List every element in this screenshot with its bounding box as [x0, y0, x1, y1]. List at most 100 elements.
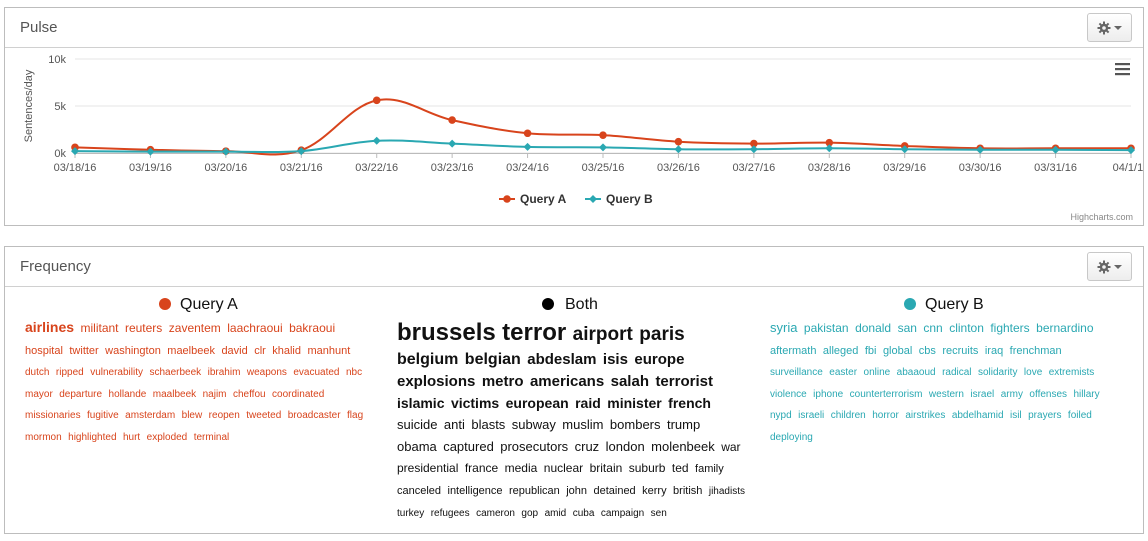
- cloud-word[interactable]: presidential: [397, 461, 459, 476]
- cloud-word[interactable]: broadcaster: [287, 410, 341, 422]
- cloud-word[interactable]: militant: [80, 321, 119, 335]
- cloud-word[interactable]: republican: [509, 484, 560, 497]
- cloud-word[interactable]: turkey: [397, 507, 425, 519]
- cloud-word[interactable]: john: [566, 484, 588, 497]
- cloud-word[interactable]: nuclear: [543, 461, 584, 476]
- cloud-word[interactable]: pakistan: [803, 321, 849, 335]
- cloud-word[interactable]: exploded: [146, 431, 188, 443]
- cloud-word[interactable]: cruz: [574, 438, 600, 454]
- cloud-word[interactable]: terminal: [193, 431, 230, 443]
- cloud-word[interactable]: departure: [59, 388, 103, 400]
- cloud-word[interactable]: fugitive: [87, 410, 119, 422]
- cloud-word[interactable]: khalid: [272, 344, 301, 357]
- cloud-word[interactable]: cnn: [923, 321, 943, 335]
- cloud-word[interactable]: cheffou: [232, 388, 266, 400]
- cloud-word[interactable]: blew: [181, 410, 203, 422]
- cloud-word[interactable]: dutch: [25, 367, 50, 379]
- cloud-word[interactable]: frenchman: [1009, 344, 1062, 357]
- cloud-word[interactable]: clr: [254, 344, 266, 357]
- cloud-word[interactable]: zaventem: [168, 321, 221, 335]
- cloud-word[interactable]: online: [863, 367, 891, 379]
- cloud-word[interactable]: france: [464, 461, 499, 476]
- cloud-word[interactable]: missionaries: [25, 410, 81, 422]
- cloud-word[interactable]: syria: [770, 320, 798, 335]
- cloud-word[interactable]: horror: [872, 410, 899, 422]
- cloud-word[interactable]: isil: [1009, 410, 1022, 422]
- cloud-word[interactable]: mormon: [25, 431, 62, 443]
- cloud-word[interactable]: aftermath: [770, 344, 817, 357]
- cloud-word[interactable]: violence: [770, 388, 807, 400]
- cloud-word[interactable]: cuba: [572, 507, 595, 519]
- cloud-word[interactable]: muslim: [562, 417, 604, 433]
- cloud-word[interactable]: victims: [450, 394, 500, 411]
- cloud-word[interactable]: jihadists: [708, 485, 745, 497]
- cloud-word[interactable]: evacuated: [293, 367, 340, 379]
- cloud-word[interactable]: foiled: [1067, 410, 1092, 422]
- cloud-word[interactable]: captured: [443, 438, 494, 454]
- cloud-word[interactable]: isis: [602, 351, 628, 369]
- cloud-word[interactable]: sen: [650, 507, 667, 519]
- cloud-word[interactable]: easter: [829, 367, 858, 379]
- cloud-word[interactable]: counterterrorism: [849, 388, 923, 400]
- highcharts-credit[interactable]: Highcharts.com: [1070, 212, 1133, 222]
- cloud-word[interactable]: kerry: [642, 484, 667, 497]
- cloud-word[interactable]: iraq: [984, 344, 1004, 357]
- cloud-word[interactable]: david: [221, 344, 248, 357]
- cloud-word[interactable]: gop: [521, 507, 539, 519]
- cloud-word[interactable]: western: [928, 388, 964, 400]
- cloud-word[interactable]: radical: [942, 367, 972, 379]
- cloud-word[interactable]: children: [830, 410, 866, 422]
- cloud-word[interactable]: nypd: [770, 410, 792, 422]
- cloud-word[interactable]: anti: [443, 417, 465, 433]
- cloud-word[interactable]: laachraoui: [227, 321, 283, 335]
- frequency-settings-button[interactable]: [1087, 252, 1132, 281]
- cloud-word[interactable]: terror: [502, 319, 567, 346]
- legend-item[interactable]: Query B: [585, 192, 653, 206]
- cloud-word[interactable]: schaerbeek: [149, 367, 202, 379]
- cloud-word[interactable]: donald: [855, 321, 892, 335]
- cloud-word[interactable]: surveillance: [770, 367, 823, 379]
- cloud-word[interactable]: campaign: [600, 507, 645, 519]
- cloud-word[interactable]: reopen: [208, 410, 240, 422]
- cloud-word[interactable]: vulnerability: [90, 367, 143, 379]
- cloud-word[interactable]: bakraoui: [289, 321, 336, 335]
- cloud-word[interactable]: abaaoud: [896, 367, 936, 379]
- cloud-word[interactable]: solidarity: [977, 367, 1018, 379]
- cloud-word[interactable]: clinton: [949, 321, 984, 335]
- cloud-word[interactable]: coordinated: [272, 388, 325, 400]
- cloud-word[interactable]: ripped: [55, 367, 84, 379]
- cloud-word[interactable]: iphone: [813, 388, 844, 400]
- cloud-word[interactable]: mayor: [25, 388, 53, 400]
- cloud-word[interactable]: flag: [347, 410, 364, 422]
- cloud-word[interactable]: hurt: [122, 431, 141, 443]
- cloud-word[interactable]: airlines: [25, 319, 75, 335]
- cloud-word[interactable]: cbs: [918, 344, 936, 357]
- cloud-word[interactable]: global: [882, 344, 913, 357]
- cloud-word[interactable]: manhunt: [307, 344, 351, 357]
- cloud-word[interactable]: san: [897, 321, 917, 335]
- cloud-word[interactable]: najim: [202, 388, 227, 400]
- cloud-word[interactable]: highlighted: [68, 431, 117, 443]
- cloud-word[interactable]: britain: [589, 461, 623, 476]
- cloud-word[interactable]: nbc: [345, 367, 363, 379]
- cloud-word[interactable]: british: [673, 484, 703, 497]
- cloud-word[interactable]: israeli: [798, 410, 825, 422]
- cloud-word[interactable]: hillary: [1073, 388, 1100, 400]
- cloud-word[interactable]: extremists: [1048, 367, 1095, 379]
- cloud-word[interactable]: obama: [397, 438, 437, 454]
- cloud-word[interactable]: raid: [575, 394, 601, 411]
- cloud-word[interactable]: airport: [572, 324, 633, 345]
- cloud-word[interactable]: detained: [593, 484, 636, 497]
- cloud-word[interactable]: intelligence: [447, 484, 503, 497]
- cloud-word[interactable]: twitter: [69, 344, 99, 357]
- cloud-word[interactable]: minister: [607, 394, 662, 411]
- cloud-word[interactable]: molenbeek: [651, 438, 715, 454]
- cloud-word[interactable]: fighters: [990, 321, 1030, 335]
- cloud-word[interactable]: europe: [634, 351, 685, 369]
- cloud-word[interactable]: fbi: [864, 344, 877, 357]
- chart-menu-icon[interactable]: [1115, 63, 1130, 76]
- cloud-word[interactable]: subway: [511, 417, 556, 433]
- cloud-word[interactable]: maelbeek: [167, 344, 215, 357]
- cloud-word[interactable]: washington: [105, 344, 161, 357]
- cloud-word[interactable]: hospital: [25, 344, 63, 357]
